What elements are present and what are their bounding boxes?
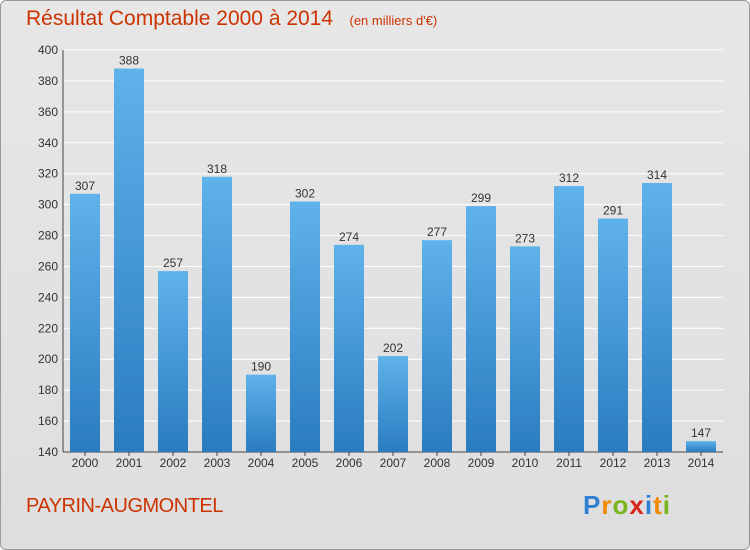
y-tick-label: 200 <box>38 352 58 366</box>
x-tick-label: 2014 <box>688 456 715 470</box>
logo-letter: x <box>629 490 645 520</box>
x-tick-label: 2004 <box>248 456 275 470</box>
bar <box>510 246 540 452</box>
logo-letter: P <box>583 490 602 520</box>
commune-name: PAYRIN-AUGMONTEL <box>26 495 223 517</box>
x-tick-label: 2005 <box>292 456 319 470</box>
bar <box>70 193 100 453</box>
data-label: 273 <box>515 231 535 245</box>
y-tick-label: 400 <box>38 43 58 57</box>
logo-letter: r <box>601 490 613 520</box>
data-label: 190 <box>251 360 271 374</box>
logo-letter: i <box>644 490 654 520</box>
y-tick-label: 360 <box>38 105 58 119</box>
data-label: 318 <box>207 162 227 176</box>
x-tick-label: 2003 <box>204 456 231 470</box>
x-tick-label: 2002 <box>160 456 187 470</box>
y-tick-label: 180 <box>38 383 58 397</box>
bar <box>290 201 320 452</box>
bar <box>202 176 232 453</box>
y-tick-label: 300 <box>38 198 58 212</box>
x-tick-label: 2007 <box>380 456 407 470</box>
y-tick-label: 260 <box>38 259 58 273</box>
bar <box>422 240 452 452</box>
data-label: 314 <box>647 168 667 182</box>
chart-title-block: Résultat Comptable 2000 à 2014 (en milli… <box>26 7 437 31</box>
bar <box>378 356 408 452</box>
y-tick-label: 140 <box>38 445 58 459</box>
chart-unit-note: (en milliers d'€) <box>349 13 438 28</box>
data-label: 302 <box>295 187 315 201</box>
bar <box>554 186 584 453</box>
y-tick-label: 380 <box>38 74 58 88</box>
data-label: 388 <box>119 54 139 68</box>
x-tick-label: 2010 <box>512 456 539 470</box>
bar <box>158 271 188 452</box>
bar <box>246 374 276 452</box>
bar <box>466 206 496 452</box>
y-tick-label: 320 <box>38 167 58 181</box>
y-tick-label: 280 <box>38 229 58 243</box>
data-label: 299 <box>471 191 491 205</box>
data-label: 312 <box>559 171 579 185</box>
y-tick-label: 220 <box>38 321 58 335</box>
data-label: 291 <box>603 204 623 218</box>
data-label: 147 <box>691 426 711 440</box>
logo-letter: o <box>612 490 630 520</box>
x-tick-label: 2000 <box>72 456 99 470</box>
proxiti-logo: Proxiti <box>583 490 671 521</box>
y-tick-label: 240 <box>38 290 58 304</box>
x-tick-label: 2009 <box>468 456 495 470</box>
data-label: 257 <box>163 256 183 270</box>
x-tick-label: 2011 <box>556 456 582 470</box>
logo-letter: t <box>653 490 663 520</box>
bar <box>598 218 628 452</box>
chart-title: Résultat Comptable 2000 à 2014 <box>26 7 334 30</box>
data-label: 307 <box>75 179 95 193</box>
x-tick-label: 2012 <box>600 456 627 470</box>
data-label: 274 <box>339 230 359 244</box>
bar <box>642 182 672 452</box>
y-tick-label: 160 <box>38 414 58 428</box>
x-tick-label: 2001 <box>116 456 143 470</box>
logo-letter: i <box>662 490 671 520</box>
bar <box>334 244 364 452</box>
x-tick-label: 2006 <box>336 456 363 470</box>
x-tick-label: 2008 <box>424 456 451 470</box>
bar <box>686 441 716 452</box>
data-label: 202 <box>383 341 403 355</box>
bar <box>114 68 144 453</box>
data-label: 277 <box>427 225 447 239</box>
x-tick-label: 2013 <box>644 456 671 470</box>
y-tick-label: 340 <box>38 136 58 150</box>
